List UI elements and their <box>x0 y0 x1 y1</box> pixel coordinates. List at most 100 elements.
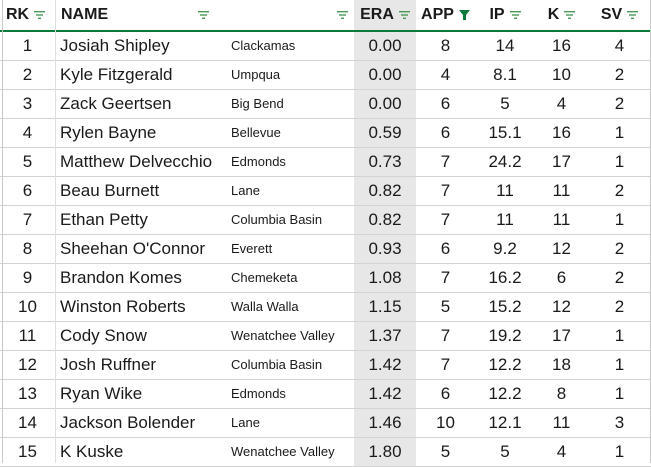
column-header-ip[interactable]: IP <box>475 0 535 32</box>
cell-sv: 1 <box>614 383 625 403</box>
cell-sv: 1 <box>614 122 625 142</box>
cell-rk: 12 <box>18 354 37 374</box>
cell-team: Everett <box>231 241 273 256</box>
filter-icon[interactable] <box>337 10 348 20</box>
cell-app: 5 <box>440 296 451 316</box>
cell-ip: 14 <box>495 35 515 55</box>
cell-ip: 9.2 <box>493 238 517 258</box>
column-header-name[interactable]: NAME <box>55 0 226 32</box>
cell-app: 6 <box>440 238 451 258</box>
column-header-rk[interactable]: RK <box>0 0 55 32</box>
filter-icon[interactable] <box>398 10 410 20</box>
cell-era: 0.93 <box>354 234 416 263</box>
cell-team: Wenatchee Valley <box>231 444 335 459</box>
filter-icon[interactable] <box>34 10 46 20</box>
table-row[interactable]: 5 Matthew Delvecchio Edmonds 0.73 7 24.2 17 1 <box>0 147 651 176</box>
cell-k: 16 <box>552 35 571 55</box>
cell-ip: 12.2 <box>488 354 522 374</box>
cell-name: K Kuske <box>60 441 124 461</box>
table-row[interactable]: 8 Sheehan O'Connor Everett 0.93 6 9.2 12 2 <box>0 234 651 263</box>
cell-name: Ryan Wike <box>60 383 143 403</box>
cell-name: Zack Geertsen <box>60 93 172 113</box>
cell-sv: 1 <box>614 151 625 171</box>
cell-k: 4 <box>556 441 567 461</box>
table-row[interactable]: 9 Brandon Komes Chemeketa 1.08 7 16.2 6 2 <box>0 263 651 292</box>
cell-era: 1.46 <box>354 408 416 437</box>
table-row[interactable]: 6 Beau Burnett Lane 0.82 7 11 11 2 <box>0 176 651 205</box>
cell-app: 6 <box>440 93 451 113</box>
cell-name: Beau Burnett <box>60 180 160 200</box>
filter-icon[interactable] <box>564 10 576 20</box>
table-left-border <box>2 0 3 463</box>
cell-team: Lane <box>231 415 260 430</box>
cell-team: Columbia Basin <box>231 212 323 227</box>
cell-k: 4 <box>556 93 567 113</box>
cell-era: 1.42 <box>354 379 416 408</box>
cell-era: 0.00 <box>354 60 416 89</box>
cell-team: Columbia Basin <box>231 357 323 372</box>
table-row[interactable]: 10 Winston Roberts Walla Walla 1.15 5 15.2 12 2 <box>0 292 651 321</box>
cell-sv: 1 <box>614 325 625 345</box>
table-row[interactable]: 13 Ryan Wike Edmonds 1.42 6 12.2 8 1 <box>0 379 651 408</box>
table-row[interactable]: 14 Jackson Bolender Lane 1.46 10 12.1 11 3 <box>0 408 651 437</box>
cell-k: 6 <box>556 267 567 287</box>
column-header-sv[interactable]: SV <box>588 0 651 32</box>
cell-sv: 2 <box>614 296 625 316</box>
table-row[interactable]: 2 Kyle Fitzgerald Umpqua 0.00 4 8.1 10 2 <box>0 60 651 89</box>
cell-era: 0.59 <box>354 118 416 147</box>
cell-rk: 3 <box>22 93 33 113</box>
cell-app: 10 <box>436 412 455 432</box>
cell-sv: 3 <box>614 412 625 432</box>
sort-funnel-icon[interactable] <box>458 9 470 20</box>
cell-k: 10 <box>552 64 571 84</box>
cell-ip: 12.1 <box>488 412 522 432</box>
column-header-era[interactable]: ERA <box>354 0 416 32</box>
cell-rk: 2 <box>22 64 33 84</box>
cell-ip: 19.2 <box>488 325 522 345</box>
cell-ip: 15.2 <box>488 296 522 316</box>
cell-sv: 2 <box>614 267 625 287</box>
filter-icon[interactable] <box>509 10 521 20</box>
cell-app: 5 <box>440 441 451 461</box>
table-row[interactable]: 1 Josiah Shipley Clackamas 0.00 8 14 16 4 <box>0 31 651 60</box>
cell-name: Kyle Fitzgerald <box>60 64 173 84</box>
cell-sv: 1 <box>614 209 625 229</box>
cell-era: 1.42 <box>354 350 416 379</box>
cell-k: 11 <box>552 209 571 229</box>
cell-rk: 11 <box>18 325 37 345</box>
filter-icon[interactable] <box>198 10 210 20</box>
column-header-team[interactable] <box>226 0 354 32</box>
cell-name: Ethan Petty <box>60 209 148 229</box>
cell-era: 1.37 <box>354 321 416 350</box>
cell-k: 18 <box>552 354 571 374</box>
cell-app: 7 <box>440 209 451 229</box>
column-header-app[interactable]: APP <box>416 0 475 32</box>
cell-app: 4 <box>440 64 451 84</box>
table-row[interactable]: 12 Josh Ruffner Columbia Basin 1.42 7 12.2 18 1 <box>0 350 651 379</box>
cell-app: 7 <box>440 151 451 171</box>
cell-k: 17 <box>552 151 571 171</box>
cell-team: Bellevue <box>231 125 281 140</box>
cell-rk: 13 <box>18 383 37 403</box>
table-row[interactable]: 15 K Kuske Wenatchee Valley 1.80 5 5 4 1 <box>0 437 651 466</box>
cell-ip: 11 <box>496 180 514 200</box>
table-row[interactable]: 4 Rylen Bayne Bellevue 0.59 6 15.1 16 1 <box>0 118 651 147</box>
cell-rk: 15 <box>18 441 37 461</box>
cell-name: Cody Snow <box>60 325 147 345</box>
table-body: 1 Josiah Shipley Clackamas 0.00 8 14 16 4 2 Kyle … <box>0 31 651 466</box>
table-row[interactable]: 7 Ethan Petty Columbia Basin 0.82 7 11 11 1 <box>0 205 651 234</box>
table-row[interactable]: 3 Zack Geertsen Big Bend 0.00 6 5 4 2 <box>0 89 651 118</box>
cell-team: Wenatchee Valley <box>231 328 335 343</box>
filter-icon[interactable] <box>627 10 639 20</box>
column-header-label: NAME <box>61 6 109 23</box>
cell-k: 8 <box>556 383 567 403</box>
cell-k: 16 <box>552 122 571 142</box>
cell-team: Walla Walla <box>231 299 299 314</box>
cell-team: Big Bend <box>231 96 284 111</box>
cell-era: 0.00 <box>354 89 416 118</box>
column-header-k[interactable]: K <box>535 0 588 32</box>
table-row[interactable]: 11 Cody Snow Wenatchee Valley 1.37 7 19.2 17 1 <box>0 321 651 350</box>
cell-k: 12 <box>552 238 571 258</box>
cell-era: 0.82 <box>354 176 416 205</box>
cell-app: 7 <box>440 354 451 374</box>
